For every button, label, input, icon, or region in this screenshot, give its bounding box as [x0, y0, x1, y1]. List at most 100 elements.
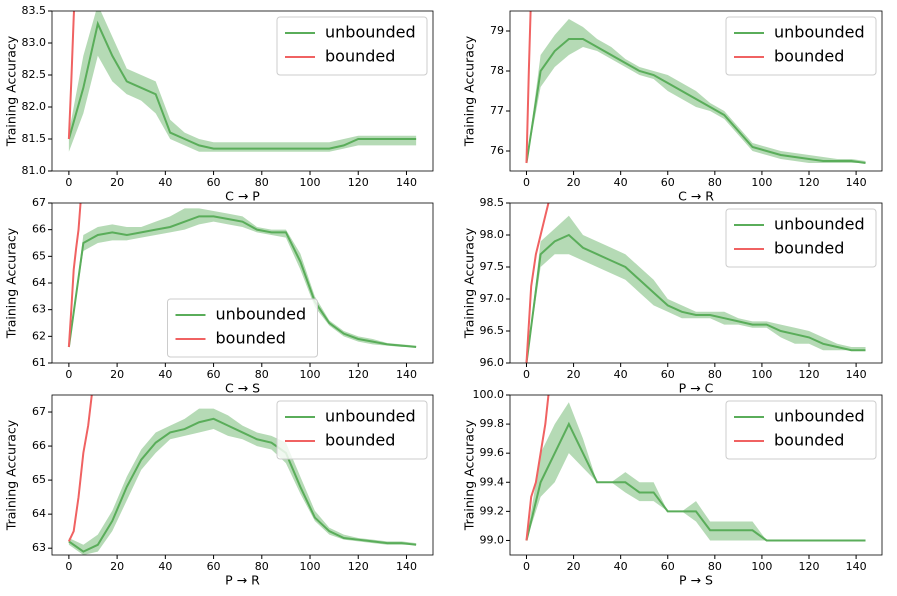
x-tick-label: 120 [348, 176, 369, 189]
x-tick-label: 80 [708, 176, 722, 189]
y-tick-label: 61 [32, 356, 46, 369]
x-axis-label: C → S [225, 381, 260, 396]
x-tick-label: 40 [614, 560, 628, 573]
x-tick-label: 100 [751, 176, 772, 189]
axes-frame [509, 10, 883, 172]
series-line [525, 233, 866, 363]
legend: unbounded bounded [167, 298, 318, 358]
x-tick-label: 20 [110, 368, 124, 381]
legend-box [725, 400, 877, 460]
series-line [67, 203, 82, 348]
x-axis-label: P → S [679, 573, 713, 588]
legend-label: unbounded [774, 215, 865, 234]
y-tick-label: 67 [32, 196, 46, 209]
subplot: 0 20 40 60 80 100 120 140 76 77 78 79 C → R Training … [462, 10, 883, 204]
band [526, 215, 866, 363]
plot-area [67, 395, 417, 555]
x-tick-label: 80 [708, 560, 722, 573]
legend-label: unbounded [325, 407, 416, 426]
y-tick-label: 67 [32, 405, 46, 418]
legend-label: unbounded [325, 23, 416, 42]
x-tick-label: 20 [567, 368, 581, 381]
y-tick-label: 97.5 [480, 260, 505, 273]
x-tick-label: 100 [300, 368, 321, 381]
y-tick-label: 64 [32, 276, 46, 289]
x-axis-label: C → P [225, 189, 260, 204]
x-tick-label: 120 [799, 368, 820, 381]
y-tick-label: 100.0 [473, 388, 505, 401]
y-axis-label: Training Accuracy [462, 35, 477, 147]
x-tick-label: 20 [567, 560, 581, 573]
y-tick-label: 66 [32, 223, 46, 236]
y-tick-label: 96.5 [480, 324, 505, 337]
y-tick-label: 97.0 [480, 292, 505, 305]
y-tick-label: 82.5 [22, 68, 47, 81]
x-tick-label: 0 [523, 560, 530, 573]
x-tick-label: 40 [614, 176, 628, 189]
y-tick-label: 99.2 [480, 504, 505, 517]
plot-area [67, 11, 417, 152]
x-tick-label: 60 [661, 560, 675, 573]
x-tick-label: 120 [799, 560, 820, 573]
subplot: 0 20 40 60 80 100 120 140 81.0 81.5 82.0 82.5 83.0 83… [4, 4, 434, 204]
x-tick-label: 140 [396, 368, 417, 381]
x-tick-label: 40 [158, 176, 172, 189]
y-tick-label: 65 [32, 473, 46, 486]
y-tick-label: 78 [490, 64, 504, 77]
x-tick-label: 120 [348, 560, 369, 573]
legend-label: bounded [216, 329, 286, 348]
subplot: 0 20 40 60 80 100 120 140 99.0 99.2 99.4 99.6 99.8 10… [462, 388, 883, 588]
y-tick-label: 96.0 [480, 356, 505, 369]
x-tick-label: 0 [65, 368, 72, 381]
x-tick-label: 0 [65, 176, 72, 189]
x-tick-label: 80 [255, 560, 269, 573]
x-tick-label: 140 [846, 176, 867, 189]
x-tick-label: 0 [523, 368, 530, 381]
x-axis-label: C → R [678, 189, 714, 204]
legend-label: unbounded [774, 407, 865, 426]
y-tick-label: 76 [490, 144, 504, 157]
y-axis-label: Training Accuracy [4, 35, 19, 147]
legend: unbounded bounded [725, 208, 877, 268]
x-tick-label: 20 [567, 176, 581, 189]
x-tick-label: 20 [110, 560, 124, 573]
x-tick-label: 0 [523, 176, 530, 189]
y-axis-label: Training Accuracy [4, 227, 19, 339]
legend-label: bounded [774, 431, 844, 450]
x-tick-label: 100 [751, 368, 772, 381]
axes-frame [51, 10, 434, 172]
x-tick-label: 60 [207, 368, 221, 381]
y-tick-label: 98.0 [480, 228, 505, 241]
subplot: 0 20 40 60 80 100 120 140 96.0 96.5 97.0 97.5 98.0 98… [462, 196, 883, 396]
band [68, 408, 417, 555]
y-tick-label: 77 [490, 104, 504, 117]
y-tick-label: 99.4 [480, 475, 505, 488]
series-line [525, 395, 550, 541]
x-tick-label: 140 [396, 560, 417, 573]
plot-area [525, 11, 866, 164]
legend-label: unbounded [216, 305, 307, 324]
y-tick-label: 83.5 [22, 4, 47, 17]
y-tick-label: 64 [32, 507, 46, 520]
y-tick-label: 65 [32, 249, 46, 262]
y-tick-label: 66 [32, 439, 46, 452]
y-tick-label: 99.0 [480, 533, 505, 546]
y-tick-label: 99.8 [480, 417, 505, 430]
legend-label: bounded [325, 47, 395, 66]
legend-box [276, 400, 428, 460]
x-tick-label: 80 [255, 368, 269, 381]
series-line [525, 11, 532, 164]
legend: unbounded bounded [276, 400, 428, 460]
subplot: 0 20 40 60 80 100 120 140 63 64 65 66 67 P → R Trainin… [4, 394, 434, 588]
axes-frame [51, 394, 434, 556]
x-tick-label: 40 [158, 560, 172, 573]
y-axis-label: Training Accuracy [4, 419, 19, 531]
y-tick-label: 81.5 [22, 132, 47, 145]
plot-area [525, 395, 866, 542]
series-line [67, 215, 417, 348]
x-tick-label: 40 [614, 368, 628, 381]
x-tick-label: 60 [207, 176, 221, 189]
axes-frame [509, 394, 883, 556]
legend-box [167, 298, 318, 358]
